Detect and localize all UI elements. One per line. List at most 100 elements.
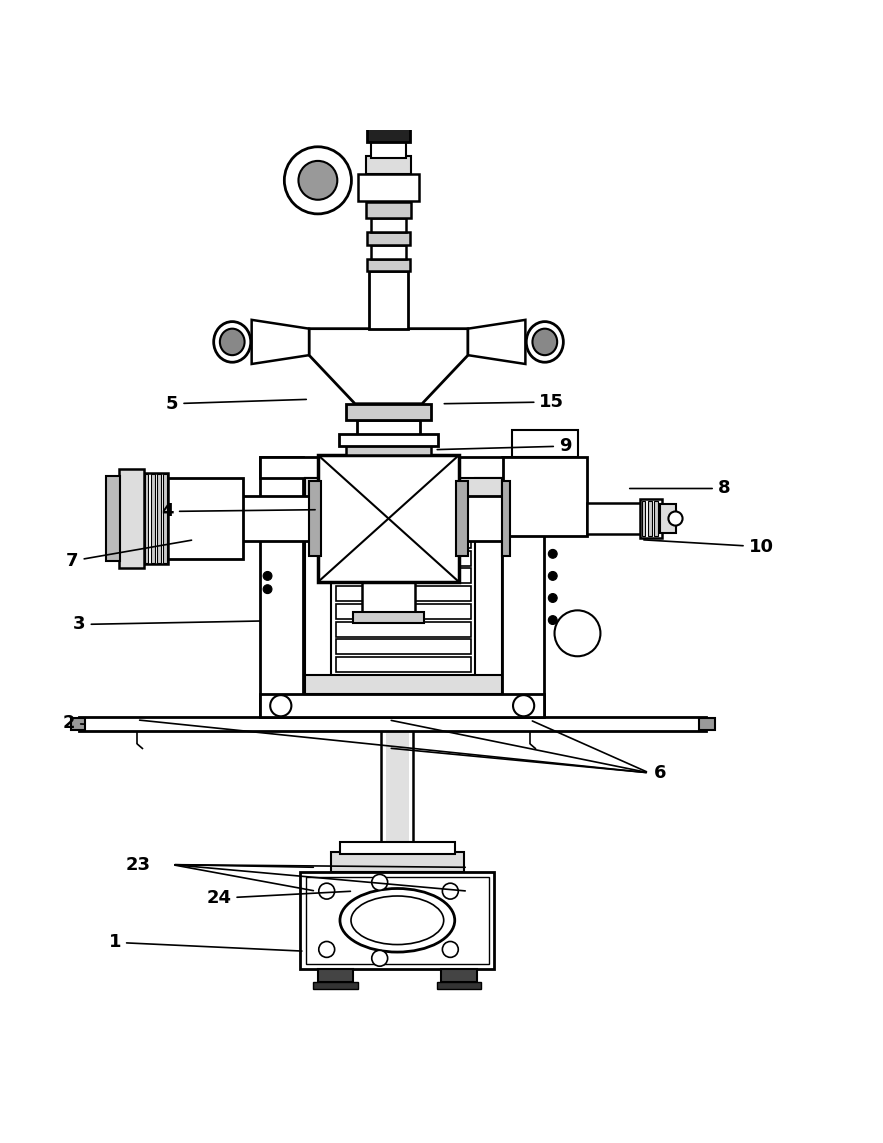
- Bar: [300, 872, 494, 969]
- Bar: [512, 430, 578, 457]
- Text: 2: 2: [63, 714, 84, 733]
- Circle shape: [668, 511, 683, 526]
- Text: 7: 7: [66, 541, 192, 570]
- Bar: [346, 403, 431, 419]
- Bar: [339, 433, 438, 446]
- Bar: [475, 478, 502, 694]
- Bar: [366, 202, 411, 218]
- Bar: [336, 639, 471, 655]
- Bar: [648, 501, 652, 536]
- Circle shape: [319, 942, 335, 958]
- Circle shape: [270, 695, 291, 717]
- Bar: [336, 622, 471, 637]
- Bar: [318, 969, 353, 982]
- Circle shape: [372, 950, 388, 966]
- Bar: [238, 496, 318, 542]
- Circle shape: [319, 884, 335, 900]
- Bar: [336, 515, 471, 530]
- Circle shape: [442, 942, 458, 958]
- Bar: [159, 478, 243, 559]
- Bar: [367, 259, 410, 271]
- Bar: [660, 504, 676, 533]
- Bar: [456, 481, 468, 555]
- Bar: [305, 478, 502, 497]
- Circle shape: [298, 161, 337, 200]
- Bar: [369, 271, 408, 329]
- Bar: [331, 853, 464, 872]
- Bar: [358, 174, 419, 201]
- Bar: [106, 477, 120, 561]
- Text: 9: 9: [437, 437, 571, 455]
- Text: 6: 6: [653, 764, 666, 782]
- Polygon shape: [252, 320, 309, 363]
- Bar: [502, 457, 544, 717]
- Text: 23: 23: [125, 856, 150, 873]
- Ellipse shape: [532, 329, 557, 355]
- Bar: [305, 478, 331, 694]
- Circle shape: [548, 572, 557, 581]
- Bar: [367, 232, 410, 245]
- Bar: [378, 104, 399, 114]
- Bar: [306, 877, 489, 964]
- Bar: [381, 730, 413, 841]
- Circle shape: [555, 610, 600, 656]
- Bar: [260, 457, 303, 717]
- Ellipse shape: [340, 888, 455, 952]
- Ellipse shape: [526, 321, 563, 362]
- Text: 4: 4: [162, 503, 315, 520]
- Bar: [336, 551, 471, 566]
- Bar: [157, 474, 161, 562]
- Bar: [371, 218, 406, 232]
- Bar: [587, 503, 645, 535]
- Text: 5: 5: [166, 394, 306, 413]
- Bar: [442, 969, 477, 982]
- Circle shape: [284, 146, 351, 214]
- Bar: [145, 474, 148, 562]
- Bar: [357, 419, 420, 455]
- Polygon shape: [309, 329, 468, 403]
- Bar: [640, 499, 662, 538]
- Text: 1: 1: [109, 934, 302, 951]
- Bar: [336, 533, 471, 547]
- Bar: [353, 613, 424, 623]
- Bar: [502, 481, 510, 555]
- Text: 3: 3: [73, 615, 260, 633]
- Circle shape: [442, 884, 458, 900]
- Bar: [309, 481, 321, 555]
- Bar: [503, 457, 587, 536]
- Bar: [366, 157, 411, 174]
- Bar: [336, 568, 471, 583]
- Bar: [654, 501, 658, 536]
- Bar: [119, 469, 144, 568]
- Bar: [336, 586, 471, 601]
- Text: 15: 15: [444, 393, 564, 411]
- Ellipse shape: [220, 329, 245, 355]
- Bar: [371, 245, 406, 259]
- Bar: [642, 501, 645, 536]
- Text: 24: 24: [207, 889, 351, 908]
- Bar: [371, 141, 406, 158]
- Bar: [313, 982, 358, 989]
- Ellipse shape: [351, 896, 444, 944]
- Bar: [318, 455, 459, 582]
- Bar: [260, 457, 544, 478]
- Bar: [308, 504, 324, 520]
- Circle shape: [263, 585, 272, 593]
- Bar: [699, 718, 715, 730]
- Circle shape: [548, 593, 557, 602]
- Polygon shape: [468, 320, 525, 363]
- Bar: [305, 674, 502, 694]
- Bar: [437, 982, 481, 989]
- Ellipse shape: [214, 321, 251, 362]
- Bar: [336, 604, 471, 618]
- Circle shape: [263, 572, 272, 581]
- Circle shape: [548, 550, 557, 558]
- Bar: [367, 112, 410, 143]
- Circle shape: [513, 695, 534, 717]
- Bar: [308, 527, 324, 543]
- Circle shape: [372, 874, 388, 890]
- Bar: [336, 497, 471, 512]
- Circle shape: [548, 616, 557, 624]
- Bar: [340, 841, 455, 854]
- Text: 10: 10: [644, 537, 774, 555]
